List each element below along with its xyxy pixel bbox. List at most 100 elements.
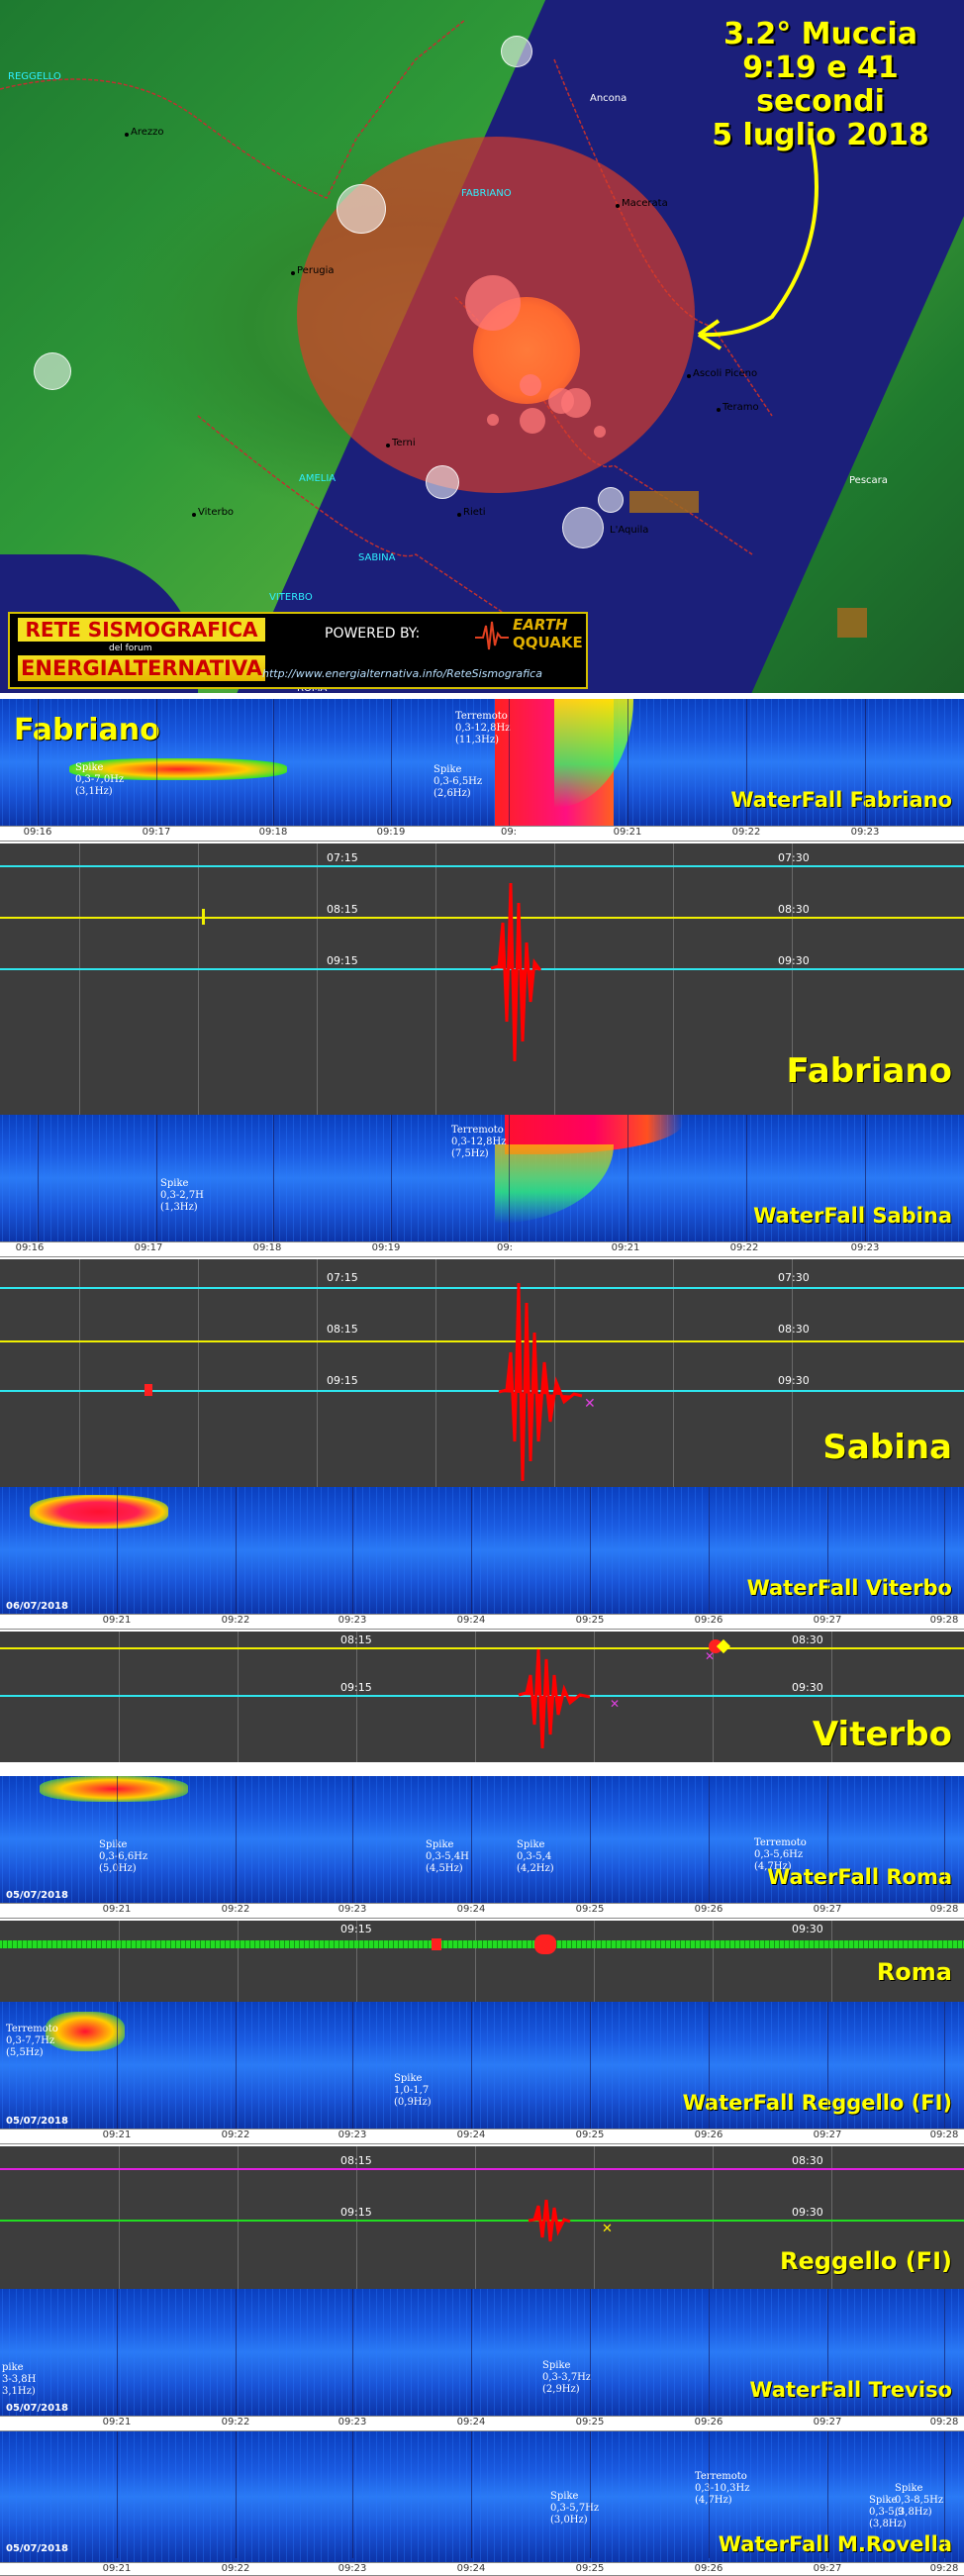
city-ascoli: Ascoli Piceno — [693, 368, 758, 379]
grid-line — [391, 699, 392, 826]
city-rieti: Rieti — [463, 507, 486, 518]
grid-line — [156, 699, 157, 826]
city-amelia: AMELIA — [299, 473, 337, 484]
city-terni: Terni — [392, 438, 416, 448]
trace-0815 — [0, 917, 964, 919]
grid-line — [236, 2431, 237, 2558]
grid-line — [391, 1115, 392, 1241]
annotation-spike: Spike 0,3-7,0Hz (3,1Hz) — [75, 762, 125, 797]
trace-0915 — [0, 968, 964, 970]
quake-spectrum — [46, 2012, 125, 2051]
quake-bubble — [562, 507, 604, 548]
quake-bubble — [337, 184, 386, 234]
grid-line — [236, 1487, 237, 1614]
seismogram-station-label: Sabina — [822, 1428, 952, 1467]
waterfall-rovella: Spike 0,3-5,7Hz (3,0Hz) Terremoto 0,3-10,3H… — [0, 2431, 964, 2562]
annotation-terremoto: Terremoto 0,3-7,7Hz (5,5Hz) — [6, 2024, 58, 2058]
waterfall-fabriano: Fabriano Spike 0,3-7,0Hz (3,1Hz) Terremoto… — [0, 699, 964, 826]
seismogram-sabina: 07:15 08:15 09:15 07:30 08:30 09:30 ✕ Sabina — [0, 1257, 964, 1487]
city-dot — [192, 513, 196, 517]
network-url[interactable]: http://www.energialternativa.info/ReteSi… — [262, 667, 542, 680]
headline-date: 5 luglio 2018 — [712, 118, 929, 152]
pointer-arrow-icon — [697, 138, 819, 350]
grid-line — [746, 699, 747, 826]
terrain-patch — [837, 608, 867, 638]
quake-bubble — [561, 388, 591, 418]
grid-line — [352, 1776, 353, 1903]
waterfall-title: WaterFall Roma — [767, 1865, 952, 1889]
waterfall-title: WaterFall Viterbo — [746, 1576, 952, 1600]
grid-line — [117, 2289, 118, 2416]
trace-0915 — [0, 1940, 964, 1948]
quake-waveform — [490, 882, 542, 1062]
annotation-terremoto: Terremoto 0,3-5,6Hz (4,7Hz) — [754, 1837, 807, 1872]
grid-line — [509, 1115, 510, 1241]
grid-line — [590, 1776, 591, 1903]
seismogram-station-label: Fabriano — [786, 1051, 952, 1091]
grid-line — [865, 699, 866, 826]
grid-line — [236, 2289, 237, 2416]
seismo-wave-icon — [475, 621, 509, 650]
grid-line — [352, 2289, 353, 2416]
city-dot — [616, 204, 620, 208]
city-pescara: Pescara — [849, 475, 888, 486]
city-ancona: Ancona — [590, 93, 627, 104]
annotation-spike: Spike 0,3-6,5Hz (2,6Hz) — [434, 764, 483, 799]
grid-line — [709, 2289, 710, 2416]
city-sabina: SABINA — [358, 552, 396, 563]
headline-magnitude: 3.2° Muccia — [723, 17, 917, 51]
trace-0715 — [0, 1287, 964, 1289]
quake-spectrum — [30, 1495, 168, 1529]
grid-line — [117, 1487, 118, 1614]
grid-line — [627, 1115, 628, 1241]
grid-line — [709, 2002, 710, 2129]
annotation-spike: Spike 0,3-8,5Hz (3,8Hz) — [895, 2483, 944, 2518]
grid-line — [944, 2431, 945, 2558]
trace-0715 — [0, 865, 964, 867]
grid-line — [709, 2431, 710, 2558]
time-axis: 09:21 09:22 09:23 09:24 09:25 09:26 09:27 09:28 — [0, 2129, 964, 2144]
waterfall-station-label: Fabriano — [14, 713, 160, 747]
trace-0815 — [0, 1340, 964, 1342]
grid-line — [236, 1776, 237, 1903]
city-macerata: Macerata — [622, 198, 668, 209]
spike-mark — [432, 1938, 441, 1950]
grid-line — [590, 2289, 591, 2416]
grid-line — [827, 2289, 828, 2416]
city-dot — [687, 374, 691, 378]
quake-bubble — [520, 408, 545, 434]
grid-line — [827, 1487, 828, 1614]
waterfall-date: 06/07/2018 — [6, 1601, 68, 1612]
grid-line — [590, 2431, 591, 2558]
grid-line — [471, 2289, 472, 2416]
waterfall-date: 05/07/2018 — [6, 2403, 68, 2414]
time-axis: 09:21 09:22 09:23 09:24 09:25 09:26 09:27 09:28 — [0, 1903, 964, 1919]
city-arezzo: Arezzo — [131, 127, 164, 138]
city-reggello: REGGELLO — [8, 71, 61, 82]
quake-waveform — [534, 1934, 556, 1954]
waterfall-title: WaterFall Fabriano — [730, 788, 952, 812]
network-banner: RETE SISMOGRAFICA del forum ENERGIALTERN… — [8, 612, 588, 689]
waterfall-title: WaterFall Reggello (FI) — [682, 2091, 952, 2115]
city-dot — [125, 133, 129, 137]
quake-waveform — [498, 1282, 583, 1482]
trace-0915 — [0, 2220, 964, 2222]
annotation-terremoto: Terremoto 0,3-12,8Hz (7,5Hz) — [451, 1125, 507, 1159]
trace-0915 — [0, 1390, 964, 1392]
quake-spectrum-tail — [554, 699, 633, 808]
grid-line — [38, 1115, 39, 1241]
seismogram-station-label: Reggello (FI) — [780, 2247, 952, 2275]
quake-waveform — [528, 2199, 571, 2242]
trace-0915 — [0, 1695, 964, 1697]
grid-line — [627, 699, 628, 826]
waterfall-date: 05/07/2018 — [6, 1890, 68, 1901]
grid-line — [471, 1487, 472, 1614]
city-dot — [717, 408, 721, 412]
cross-mark-icon: ✕ — [610, 1697, 621, 1711]
waterfall-reggello: Terremoto 0,3-7,7Hz (5,5Hz) Spike 1,0-1,7 (0… — [0, 2002, 964, 2129]
grid-line — [273, 699, 274, 826]
waterfall-sabina: Spike 0,3-2,7H (1,3Hz) Terremoto 0,3-12,8Hz… — [0, 1115, 964, 1241]
banner-del-forum: del forum — [109, 644, 152, 653]
